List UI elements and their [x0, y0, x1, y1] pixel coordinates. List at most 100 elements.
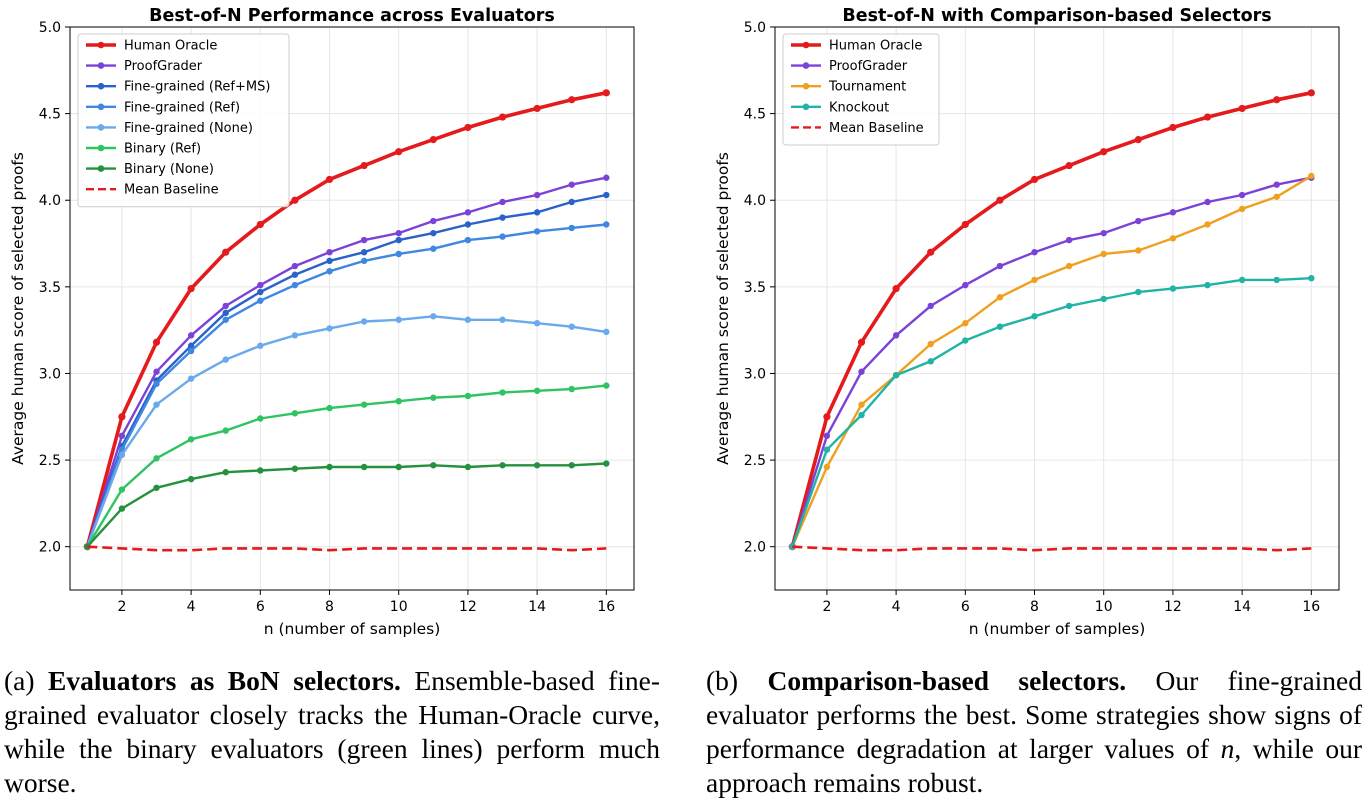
data-point — [996, 323, 1004, 330]
data-point — [464, 209, 472, 216]
data-point — [1065, 302, 1073, 310]
data-point — [568, 181, 575, 188]
data-point — [603, 382, 610, 389]
data-point — [568, 323, 575, 330]
data-point — [395, 148, 403, 156]
legend-swatch-marker — [97, 124, 105, 131]
data-point — [927, 340, 934, 348]
legend-label: Binary (None) — [124, 162, 214, 177]
data-point — [395, 397, 402, 405]
x-tick-label: 4 — [187, 599, 196, 615]
caption-b-heading: Comparison-based selectors. — [767, 665, 1127, 696]
data-point — [464, 221, 472, 228]
series-line — [86, 223, 607, 548]
data-point — [1204, 221, 1211, 228]
data-point — [1273, 193, 1280, 200]
data-point — [499, 198, 506, 206]
y-tick-label: 3.0 — [39, 366, 61, 382]
data-point — [533, 209, 541, 216]
x-tick-label: 10 — [390, 599, 408, 615]
data-point — [430, 462, 437, 469]
x-tick-label: 2 — [117, 599, 126, 615]
data-point — [858, 411, 865, 419]
x-tick-label: 8 — [1030, 599, 1039, 615]
caption-b-math-n: n — [1220, 733, 1235, 764]
data-point — [568, 224, 575, 232]
data-point — [187, 332, 195, 339]
data-point — [291, 332, 299, 339]
data-point — [395, 236, 402, 244]
y-tick-label: 4.5 — [744, 107, 766, 123]
series-line — [86, 384, 607, 548]
data-point — [222, 427, 229, 434]
x-tick-label: 4 — [892, 599, 901, 615]
y-tick-label: 2.0 — [39, 540, 61, 556]
y-tick-label: 4.0 — [39, 193, 61, 209]
data-point — [823, 446, 831, 453]
data-point — [996, 294, 1004, 301]
data-point — [360, 257, 368, 265]
x-tick-label: 6 — [961, 599, 970, 615]
data-point — [257, 415, 264, 422]
chart-title: Best-of-N Performance across Evaluators — [149, 6, 555, 26]
data-point — [360, 318, 368, 325]
data-point — [152, 338, 161, 346]
data-point — [961, 220, 969, 229]
data-point — [499, 462, 506, 469]
data-point — [1169, 285, 1177, 292]
data-point — [326, 325, 333, 332]
series-line — [790, 91, 1312, 548]
data-point — [499, 389, 506, 396]
data-point — [395, 250, 402, 258]
data-point — [222, 309, 229, 317]
legend-swatch-marker — [97, 165, 105, 172]
data-point — [499, 214, 506, 221]
data-point — [533, 228, 541, 235]
data-point — [187, 475, 195, 483]
legend-label: Binary (Ref) — [124, 142, 201, 157]
y-tick-label: 3.5 — [744, 280, 766, 296]
data-point — [1100, 229, 1107, 237]
legend-swatch-marker — [802, 41, 810, 49]
data-point — [1100, 148, 1108, 156]
data-point — [498, 113, 507, 121]
data-point — [568, 96, 576, 104]
caption-b: (b) Comparison-based selectors. Our fine… — [706, 664, 1362, 800]
x-tick-label: 16 — [597, 599, 615, 615]
data-point — [257, 288, 264, 296]
data-point — [291, 410, 299, 417]
x-axis-label: n (number of samples) — [264, 620, 441, 638]
chart-title: Best-of-N with Comparison-based Selector… — [842, 6, 1271, 26]
legend-label: Fine-grained (Ref) — [124, 100, 240, 115]
data-point — [326, 249, 333, 256]
data-point — [962, 337, 969, 344]
data-point — [257, 281, 264, 289]
caption-a-heading: Evaluators as BoN selectors. — [48, 665, 401, 696]
data-point — [603, 191, 610, 199]
data-point — [996, 262, 1004, 270]
data-point — [1065, 262, 1073, 270]
legend-label: Mean Baseline — [124, 183, 219, 198]
legend-swatch-marker — [802, 103, 810, 111]
charts-canvas: 2 4 6 8 10 12 14 16 2.0 2.5 3.0 3.5 4.0 4.5 5.0 Best-of… — [9, 6, 1340, 638]
data-point — [291, 281, 299, 289]
data-point — [996, 196, 1004, 204]
legend-swatch-marker — [97, 82, 105, 90]
data-point — [1307, 89, 1315, 97]
data-point — [1031, 313, 1038, 320]
x-tick-label: 2 — [822, 599, 831, 615]
legend-box — [782, 33, 940, 146]
data-point — [326, 463, 333, 471]
data-point — [291, 271, 299, 278]
data-point — [568, 198, 575, 206]
data-point — [1135, 247, 1142, 254]
data-point — [1273, 276, 1280, 284]
x-tick-label: 16 — [1302, 599, 1320, 615]
data-point — [222, 469, 229, 476]
data-point — [464, 316, 472, 323]
legend-swatch-marker — [97, 41, 105, 49]
legend-label: Human Oracle — [829, 39, 922, 54]
data-point — [857, 338, 866, 346]
caption-b-tail: , while our approach remains robust. — [706, 733, 1362, 798]
data-point — [533, 320, 541, 327]
